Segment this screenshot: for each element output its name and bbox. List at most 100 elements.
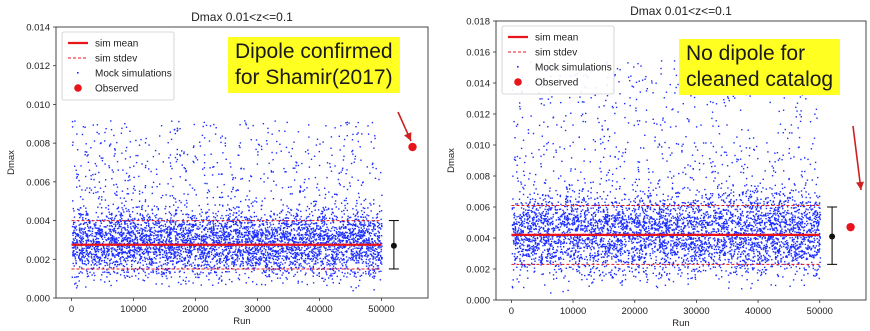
mock-point xyxy=(137,227,139,229)
mock-point xyxy=(206,182,208,185)
mock-point xyxy=(337,235,340,238)
mock-point xyxy=(176,232,178,234)
chart-title: Dmax 0.01<z<=0.1 xyxy=(191,10,293,24)
mock-point xyxy=(225,283,227,286)
mock-point xyxy=(216,220,219,223)
mock-point xyxy=(316,242,318,245)
mock-point xyxy=(180,234,183,236)
mock-point xyxy=(220,239,223,241)
mock-point xyxy=(187,193,189,196)
mock-point xyxy=(379,227,381,229)
mock-point xyxy=(187,235,190,237)
mock-point xyxy=(267,177,269,179)
mock-point xyxy=(356,133,358,135)
mock-point xyxy=(344,272,346,275)
mock-point xyxy=(291,221,293,223)
mock-point xyxy=(206,248,208,250)
mock-point xyxy=(355,250,358,252)
mock-point xyxy=(226,257,228,259)
mock-point xyxy=(195,194,197,196)
mock-point xyxy=(286,257,289,259)
mock-point xyxy=(362,181,364,183)
mock-point xyxy=(363,231,366,233)
mock-point xyxy=(252,233,255,235)
mock-point xyxy=(352,237,354,239)
mock-point xyxy=(311,270,313,272)
mock-point xyxy=(320,230,322,232)
mock-point xyxy=(255,256,257,258)
mock-point xyxy=(71,276,73,278)
mock-point xyxy=(361,216,363,218)
mock-point xyxy=(237,255,239,257)
mock-point xyxy=(340,125,342,127)
mock-point xyxy=(279,270,281,272)
mock-point xyxy=(140,138,142,141)
mock-point xyxy=(183,221,185,223)
mock-point xyxy=(253,251,255,253)
mock-point xyxy=(300,234,302,236)
mock-point xyxy=(78,280,80,282)
mock-point xyxy=(180,239,182,241)
mock-point xyxy=(208,273,210,275)
mock-point xyxy=(76,133,78,135)
mock-point xyxy=(373,249,376,252)
mock-point xyxy=(208,221,210,223)
mock-point xyxy=(209,231,212,233)
mock-point xyxy=(203,239,205,241)
mock-point xyxy=(160,229,162,232)
mock-point xyxy=(174,242,177,245)
mock-point xyxy=(358,226,360,229)
mock-point xyxy=(183,232,186,235)
mock-point xyxy=(278,265,281,267)
mock-point xyxy=(226,254,228,257)
mock-point xyxy=(288,247,290,249)
mock-point xyxy=(191,215,193,217)
mock-point xyxy=(186,153,189,156)
mock-point xyxy=(213,231,215,234)
mock-point xyxy=(241,222,243,224)
mock-point xyxy=(362,261,365,263)
mock-point xyxy=(110,251,113,253)
mock-point xyxy=(237,224,239,227)
mock-point xyxy=(86,252,88,254)
mock-point xyxy=(155,246,157,248)
mock-point xyxy=(128,220,131,222)
mock-point xyxy=(103,247,105,250)
mock-point xyxy=(136,262,139,264)
mock-point xyxy=(185,233,187,235)
mock-point xyxy=(305,248,308,250)
mock-point xyxy=(379,279,382,281)
mock-point xyxy=(337,240,339,242)
mock-point xyxy=(247,205,249,207)
mock-point xyxy=(339,241,341,243)
mock-point xyxy=(85,212,88,214)
mock-point xyxy=(295,253,298,255)
mock-point xyxy=(101,238,104,240)
mock-point xyxy=(102,267,105,269)
mock-point xyxy=(335,235,337,237)
mock-point xyxy=(295,247,298,249)
mock-point xyxy=(338,282,340,284)
mock-point xyxy=(149,219,151,221)
mock-point xyxy=(363,199,365,202)
mock-point xyxy=(92,262,94,264)
mock-point xyxy=(319,234,321,236)
mock-point xyxy=(257,233,260,235)
mock-point xyxy=(86,259,89,261)
mock-point xyxy=(351,139,354,141)
mock-point xyxy=(110,284,112,287)
mock-point xyxy=(188,230,190,232)
mock-point xyxy=(252,240,254,243)
mock-point xyxy=(300,270,302,272)
mock-point xyxy=(144,210,147,212)
mock-point xyxy=(135,237,137,239)
mock-point xyxy=(313,205,315,207)
mock-point xyxy=(179,229,182,231)
mock-point xyxy=(197,274,199,276)
mock-point xyxy=(367,231,369,234)
mock-point xyxy=(113,134,115,137)
mock-point xyxy=(222,251,224,253)
mock-point xyxy=(321,277,323,280)
mock-point xyxy=(218,253,220,256)
mock-point xyxy=(180,201,182,204)
